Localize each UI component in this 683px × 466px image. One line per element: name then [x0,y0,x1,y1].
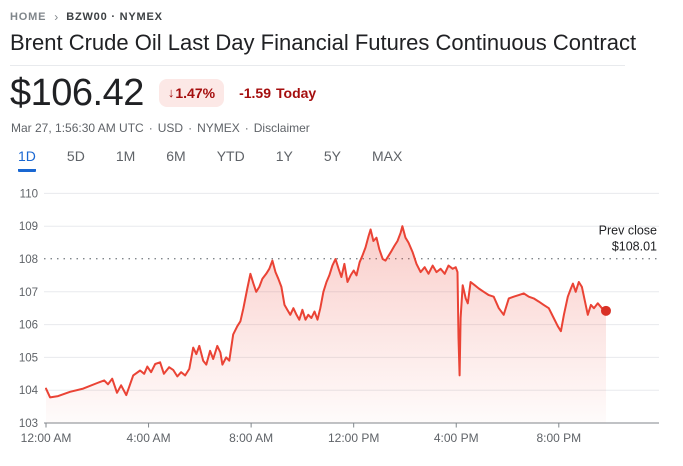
y-axis-label: 109 [19,221,38,233]
y-axis-label: 106 [19,319,38,331]
y-axis-label: 107 [19,286,38,298]
change-percent-value: 1.47% [175,84,216,101]
y-axis-label: 103 [19,418,38,430]
tab-6m[interactable]: 6M [166,147,186,164]
last-price-dot [600,305,611,316]
x-axis-label: 12:00 AM [21,431,72,445]
range-tabs: 1D 5D 1M 6M YTD 1Y 5Y MAX [18,148,683,172]
tab-1y[interactable]: 1Y [275,147,293,164]
price-chart[interactable]: 110 109 108 107 106 105 104 103 Prev close $108.0… [0,173,683,463]
meta-separator-dot: · [244,120,249,135]
change-period-label: Today [276,84,317,101]
tab-max[interactable]: MAX [371,147,403,164]
quote-currency: USD [157,120,184,135]
breadcrumb-symbol: BZW00 · NYMEX [66,11,163,23]
tab-ytd[interactable]: YTD [216,147,245,164]
meta-separator-dot: · [188,120,193,135]
x-axis-label: 12:00 PM [328,431,379,445]
tab-5d[interactable]: 5D [66,147,85,164]
breadcrumb: HOME › BZW00 · NYMEX [0,0,683,24]
chevron-right-icon: › [54,10,59,24]
breadcrumb-home-link[interactable]: HOME [10,11,47,23]
current-price: $106.42 [10,71,144,114]
change-amount: -1.59 Today [239,85,316,101]
price-area-fill [46,225,606,423]
y-axis-label: 108 [19,254,38,266]
y-axis-label: 110 [20,188,38,200]
prev-close-value: $108.01 [612,239,657,253]
price-line [45,224,607,398]
quote-exchange: NYMEX [197,120,240,135]
change-percent-badge: ↓ 1.47% [158,78,225,107]
y-axis-label: 105 [19,352,38,364]
x-axis-label: 4:00 AM [127,431,171,445]
disclaimer-link[interactable]: Disclaimer [253,120,310,135]
quote-header: $106.42 ↓ 1.47% -1.59 Today [10,74,683,112]
x-axis-label: 8:00 PM [536,431,581,445]
x-axis-label: 8:00 AM [229,431,273,445]
tab-1d[interactable]: 1D [18,148,36,172]
down-arrow-icon: ↓ [167,85,175,100]
change-amount-value: -1.59 [239,84,271,101]
tab-5y[interactable]: 5Y [323,147,341,164]
meta-separator-dot: · [148,120,153,135]
quote-timestamp: Mar 27, 1:56:30 AM UTC [11,120,144,135]
y-axis-label: 104 [19,385,39,397]
quote-meta: Mar 27, 1:56:30 AM UTC · USD · NYMEX · Disclai… [11,121,683,135]
tab-1m[interactable]: 1M [115,147,136,164]
x-axis-label: 4:00 PM [434,431,479,445]
prev-close-label: Prev close [599,223,657,237]
page-title: Brent Crude Oil Last Day Financial Futur… [10,30,637,55]
divider [10,64,625,66]
